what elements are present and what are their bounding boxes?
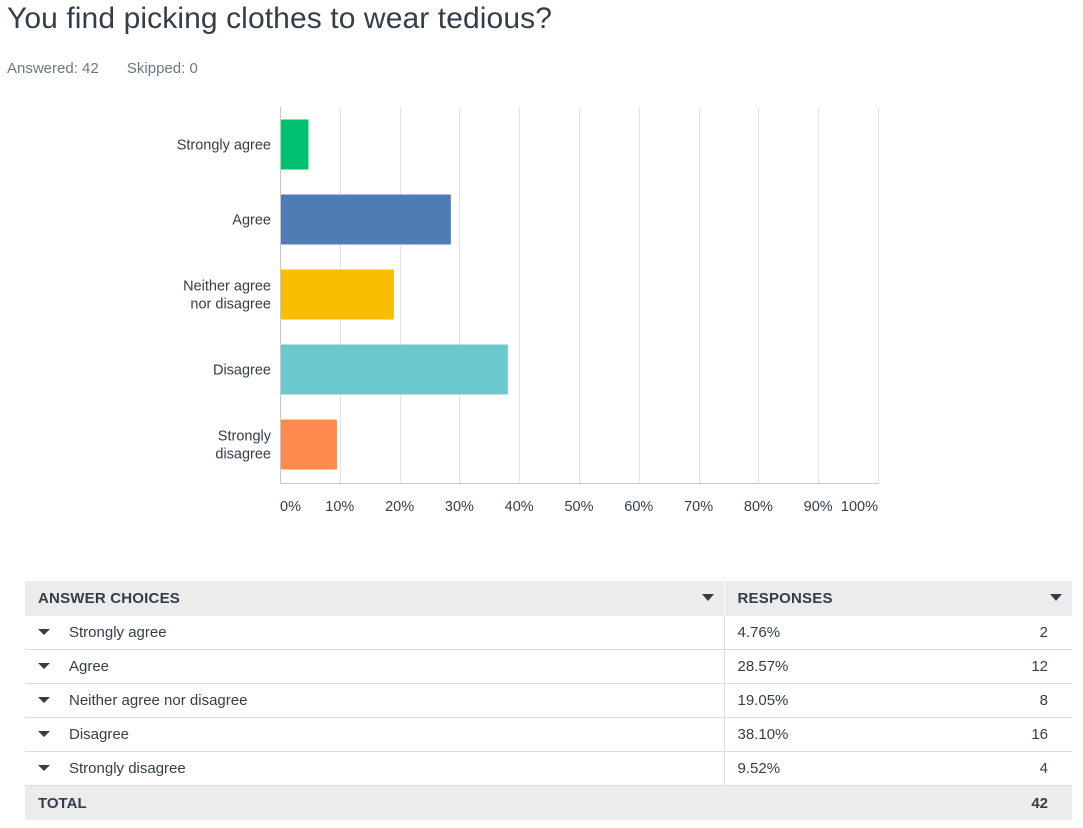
table-row: Disagree 38.10% 16 (25, 717, 1072, 752)
bar (281, 344, 508, 395)
response-summary: Answered: 42 Skipped: 0 (7, 60, 198, 77)
results-table: ANSWER CHOICES RESPONSES Strongly agree … (25, 581, 1072, 820)
sort-dropdown-icon[interactable] (1050, 594, 1062, 601)
bar-chart: Strongly agree Agree Neither agree nor disa… (177, 107, 879, 515)
table-row: Agree 28.57% 12 (25, 649, 1072, 684)
question-title: You find picking clothes to wear tedious… (7, 2, 553, 35)
response-percent: 28.57% (723, 649, 924, 684)
expand-caret-icon[interactable] (38, 731, 50, 738)
response-count: 16 (924, 717, 1072, 752)
response-percent: 19.05% (723, 683, 924, 718)
table-row: Neither agree nor disagree 19.05% 8 (25, 683, 1072, 718)
total-spacer (724, 785, 924, 820)
table-row: Strongly disagree 9.52% 4 (25, 751, 1072, 786)
response-count: 2 (924, 616, 1072, 650)
x-tick-label: 10% (325, 499, 354, 515)
answer-choice-label: Strongly agree (69, 624, 167, 641)
skipped-count: Skipped: 0 (126, 60, 198, 77)
response-count: 4 (924, 751, 1072, 786)
response-percent: 38.10% (723, 717, 924, 752)
x-tick-label: 50% (564, 499, 593, 515)
x-tick-label: 100% (841, 499, 878, 515)
answer-choice-cell[interactable]: Agree (25, 649, 724, 684)
bar (281, 269, 394, 320)
bar (281, 194, 451, 245)
responses-header[interactable]: RESPONSES (723, 581, 1072, 616)
answer-choice-cell[interactable]: Disagree (25, 717, 724, 752)
responses-header-label: RESPONSES (737, 590, 833, 607)
answer-choice-label: Neither agree nor disagree (69, 692, 248, 709)
response-percent: 9.52% (723, 751, 924, 786)
x-tick-label: 80% (744, 499, 773, 515)
answered-count: Answered: 42 (7, 60, 99, 77)
total-label: TOTAL (25, 785, 724, 820)
category-label: Disagree (213, 363, 271, 379)
bar (281, 419, 337, 470)
sort-dropdown-icon[interactable] (701, 594, 714, 601)
bar (281, 119, 309, 170)
category-label: Neither agree nor disagree (183, 279, 271, 313)
expand-caret-icon[interactable] (38, 697, 50, 704)
x-tick-label: 30% (445, 499, 474, 515)
x-tick-label: 90% (804, 499, 833, 515)
x-tick-label: 0% (280, 499, 301, 515)
x-tick-label: 20% (385, 499, 414, 515)
answer-choice-label: Strongly disagree (69, 760, 186, 777)
answer-choice-cell[interactable]: Strongly disagree (25, 751, 724, 786)
x-tick-label: 40% (505, 499, 534, 515)
x-tick-label: 70% (684, 499, 713, 515)
expand-caret-icon[interactable] (38, 629, 50, 636)
answer-choices-header[interactable]: ANSWER CHOICES (25, 581, 724, 616)
expand-caret-icon[interactable] (38, 663, 50, 670)
table-row: Strongly agree 4.76% 2 (25, 616, 1072, 650)
category-label: Strongly agree (177, 138, 271, 154)
answer-choice-cell[interactable]: Neither agree nor disagree (25, 683, 724, 718)
answer-choice-label: Agree (69, 658, 110, 675)
category-label: Agree (232, 213, 271, 229)
total-row: TOTAL 42 (25, 785, 1072, 820)
response-percent: 4.76% (723, 616, 924, 650)
answer-choices-header-label: ANSWER CHOICES (38, 590, 180, 607)
table-header-row: ANSWER CHOICES RESPONSES (25, 581, 1072, 616)
response-count: 8 (924, 683, 1072, 718)
total-count: 42 (924, 785, 1072, 820)
answer-choice-cell[interactable]: Strongly agree (25, 616, 724, 650)
answer-choice-label: Disagree (69, 726, 130, 743)
expand-caret-icon[interactable] (38, 765, 50, 772)
response-count: 12 (924, 649, 1072, 684)
category-label: Strongly disagree (215, 429, 271, 463)
x-tick-label: 60% (624, 499, 653, 515)
